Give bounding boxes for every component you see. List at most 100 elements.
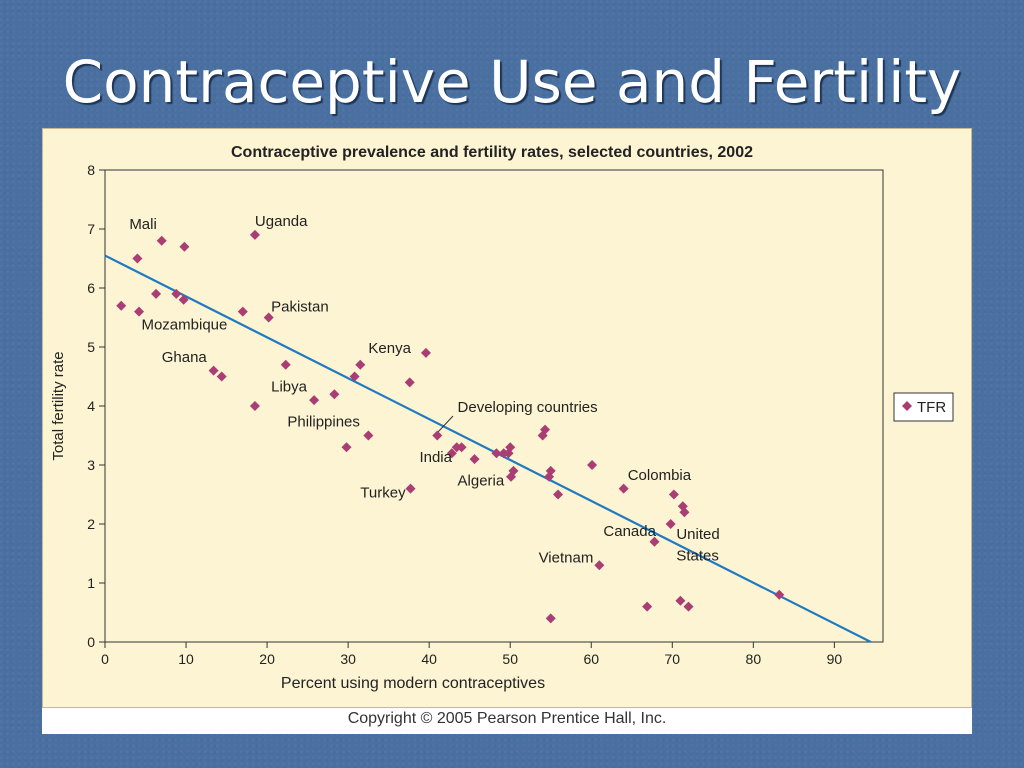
y-tick-label: 2: [87, 516, 95, 532]
x-tick-label: 70: [665, 651, 681, 667]
legend: TFR: [893, 392, 954, 422]
data-point: [179, 241, 190, 252]
copyright-text: Copyright © 2005 Pearson Prentice Hall, …: [347, 710, 667, 727]
data-point: [237, 306, 248, 317]
data-point: [545, 613, 556, 624]
data-point: [132, 253, 143, 264]
y-tick-label: 6: [87, 280, 95, 296]
data-point: [594, 560, 605, 571]
data-point: [178, 294, 189, 305]
data-point: [503, 448, 514, 459]
data-point: [668, 489, 679, 500]
x-axis: 0 10 20 30 40 50 60 70 80 90: [101, 642, 842, 667]
data-point: [249, 401, 260, 411]
data-point: [446, 448, 457, 459]
slide-title: Contraceptive Use and Fertility: [62, 48, 962, 116]
legend-marker: [902, 401, 912, 411]
data-point: [349, 371, 360, 382]
x-tick-label: 40: [421, 651, 437, 667]
annotations: Mali Uganda Pakistan Mozambique Ghana Kenya Li…: [129, 213, 719, 566]
annotation-label: States: [676, 548, 719, 565]
annotation-label: Ghana: [162, 349, 208, 366]
annotation-label: India: [419, 449, 452, 466]
data-point: [341, 442, 352, 453]
legend-label: TFR: [917, 399, 946, 416]
trendline: [104, 254, 872, 643]
annotation-label: Philippines: [287, 414, 360, 431]
x-tick-label: 60: [583, 651, 599, 667]
y-axis: 0 1 2 3 4 5 6 7 8: [87, 162, 105, 650]
annotation-label: Turkey: [360, 484, 406, 501]
data-point: [171, 288, 182, 299]
data-point: [587, 460, 598, 470]
data-point: [151, 288, 162, 299]
data-point: [329, 389, 340, 400]
y-tick-label: 3: [87, 457, 95, 473]
data-point: [280, 359, 291, 370]
data-point: [263, 312, 274, 323]
data-point: [505, 442, 516, 453]
data-point: [553, 489, 564, 500]
data-points: [116, 229, 785, 624]
data-point: [208, 365, 219, 376]
annotation-label: Algeria: [458, 473, 505, 490]
data-point: [420, 347, 431, 358]
y-tick-label: 1: [87, 575, 95, 591]
x-tick-label: 30: [340, 651, 356, 667]
data-point: [363, 430, 374, 441]
y-tick-label: 4: [87, 398, 95, 414]
scatter-chart: Contraceptive prevalence and fertility r…: [50, 144, 954, 692]
data-point: [469, 454, 480, 465]
x-tick-label: 0: [101, 651, 109, 667]
data-point: [540, 424, 551, 435]
data-point: [508, 465, 519, 476]
data-point: [618, 483, 629, 494]
data-point: [774, 589, 785, 600]
annotation-label: Pakistan: [271, 299, 329, 316]
annotation-label: United: [676, 526, 719, 543]
x-tick-label: 20: [259, 651, 275, 667]
annotation-label: Vietnam: [539, 549, 594, 566]
data-point: [156, 235, 167, 246]
annotation-label: Colombia: [628, 467, 692, 484]
data-point: [683, 601, 694, 612]
data-point: [432, 430, 443, 441]
figure: Contraceptive prevalence and fertility r…: [42, 128, 972, 734]
chart-panel: Contraceptive prevalence and fertility r…: [42, 128, 972, 708]
y-tick-label: 0: [87, 634, 95, 650]
y-axis-label: Total fertility rate: [50, 351, 67, 460]
annotation-label: Libya: [271, 378, 308, 395]
data-point: [491, 448, 502, 459]
data-point: [665, 519, 676, 529]
x-tick-label: 10: [178, 651, 194, 667]
annotation-label: Uganda: [255, 213, 308, 230]
data-point: [456, 442, 467, 453]
data-point: [355, 359, 366, 370]
y-tick-label: 7: [87, 221, 95, 237]
data-point: [649, 536, 660, 547]
data-point: [675, 595, 686, 606]
annotation-label: Kenya: [368, 340, 411, 357]
data-point: [134, 306, 145, 317]
x-tick-label: 50: [502, 651, 518, 667]
annotation-label: Mali: [129, 216, 157, 233]
data-point: [404, 377, 415, 388]
data-point: [116, 300, 127, 311]
x-axis-label: Percent using modern contraceptives: [281, 675, 545, 692]
data-point: [679, 507, 690, 518]
data-point: [309, 395, 320, 406]
data-point: [249, 229, 260, 240]
data-point: [642, 601, 653, 612]
x-tick-label: 80: [746, 651, 762, 667]
y-tick-label: 8: [87, 162, 95, 178]
data-point: [405, 483, 416, 494]
annotation-label: Mozambique: [141, 316, 227, 333]
chart-title: Contraceptive prevalence and fertility r…: [231, 144, 753, 161]
trendline-leader: [437, 415, 454, 433]
data-point: [216, 371, 227, 382]
data-point: [545, 465, 556, 476]
y-tick-label: 5: [87, 339, 95, 355]
annotation-label: Developing countries: [458, 399, 598, 416]
x-tick-label: 90: [827, 651, 843, 667]
annotation-label: Canada: [603, 523, 656, 540]
